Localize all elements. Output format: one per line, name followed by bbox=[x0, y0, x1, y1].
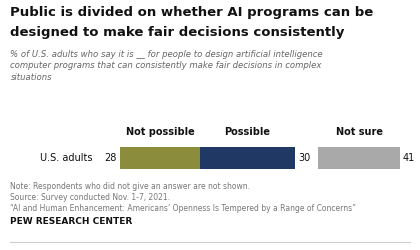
Text: Not possible: Not possible bbox=[126, 127, 194, 137]
Text: PEW RESEARCH CENTER: PEW RESEARCH CENTER bbox=[10, 217, 132, 226]
Bar bbox=[200, 147, 295, 169]
Text: U.S. adults: U.S. adults bbox=[39, 153, 92, 163]
Text: 30: 30 bbox=[298, 153, 310, 163]
Text: Note: Respondents who did not give an answer are not shown.: Note: Respondents who did not give an an… bbox=[10, 182, 250, 191]
Text: % of U.S. adults who say it is __ for people to design artificial intelligence
c: % of U.S. adults who say it is __ for pe… bbox=[10, 50, 323, 82]
Text: Possible: Possible bbox=[225, 127, 270, 137]
Text: 28: 28 bbox=[105, 153, 117, 163]
Text: 41: 41 bbox=[403, 153, 415, 163]
Text: designed to make fair decisions consistently: designed to make fair decisions consiste… bbox=[10, 26, 345, 39]
Bar bbox=[120, 147, 200, 169]
Text: Source: Survey conducted Nov. 1-7, 2021.: Source: Survey conducted Nov. 1-7, 2021. bbox=[10, 193, 170, 202]
Text: Not sure: Not sure bbox=[336, 127, 383, 137]
Text: “AI and Human Enhancement: Americans’ Openness Is Tempered by a Range of Concern: “AI and Human Enhancement: Americans’ Op… bbox=[10, 204, 356, 213]
Text: Public is divided on whether AI programs can be: Public is divided on whether AI programs… bbox=[10, 6, 374, 19]
Bar bbox=[318, 147, 400, 169]
